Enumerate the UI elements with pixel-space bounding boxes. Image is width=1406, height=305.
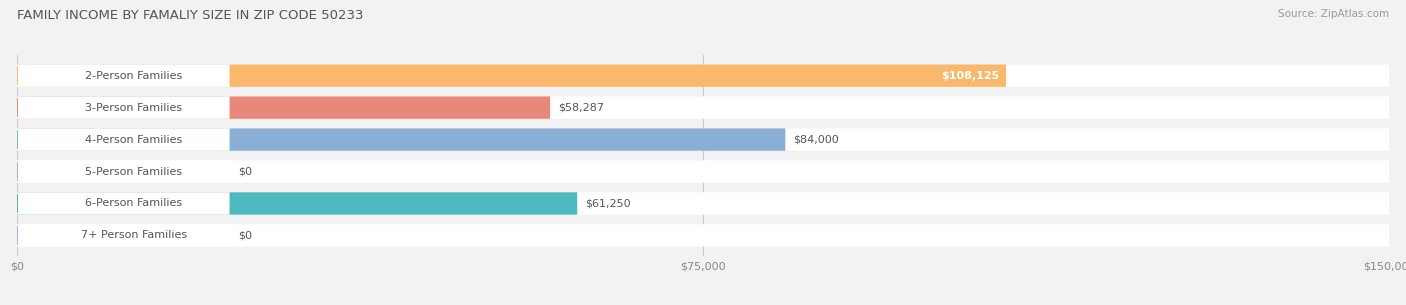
FancyBboxPatch shape <box>17 192 229 215</box>
FancyBboxPatch shape <box>17 192 578 215</box>
FancyBboxPatch shape <box>17 128 786 151</box>
Text: $0: $0 <box>238 167 252 177</box>
FancyBboxPatch shape <box>17 96 550 119</box>
Text: $0: $0 <box>238 231 252 240</box>
Text: 5-Person Families: 5-Person Families <box>86 167 183 177</box>
Text: $58,287: $58,287 <box>558 102 605 113</box>
Text: FAMILY INCOME BY FAMALIY SIZE IN ZIP CODE 50233: FAMILY INCOME BY FAMALIY SIZE IN ZIP COD… <box>17 9 363 22</box>
FancyBboxPatch shape <box>17 64 1007 87</box>
FancyBboxPatch shape <box>17 224 229 247</box>
Text: $84,000: $84,000 <box>793 135 839 145</box>
FancyBboxPatch shape <box>17 96 1389 119</box>
FancyBboxPatch shape <box>17 64 229 87</box>
FancyBboxPatch shape <box>17 192 1389 215</box>
FancyBboxPatch shape <box>17 128 229 151</box>
Text: Source: ZipAtlas.com: Source: ZipAtlas.com <box>1278 9 1389 19</box>
Text: 3-Person Families: 3-Person Families <box>86 102 183 113</box>
FancyBboxPatch shape <box>17 160 1389 183</box>
FancyBboxPatch shape <box>17 160 229 183</box>
Text: 6-Person Families: 6-Person Families <box>86 199 183 209</box>
FancyBboxPatch shape <box>17 224 1389 247</box>
FancyBboxPatch shape <box>17 128 1389 151</box>
FancyBboxPatch shape <box>17 64 1389 87</box>
Text: 7+ Person Families: 7+ Person Families <box>80 231 187 240</box>
Text: $108,125: $108,125 <box>941 71 1000 81</box>
Text: $61,250: $61,250 <box>585 199 631 209</box>
Text: 4-Person Families: 4-Person Families <box>86 135 183 145</box>
FancyBboxPatch shape <box>17 96 229 119</box>
Text: 2-Person Families: 2-Person Families <box>86 71 183 81</box>
